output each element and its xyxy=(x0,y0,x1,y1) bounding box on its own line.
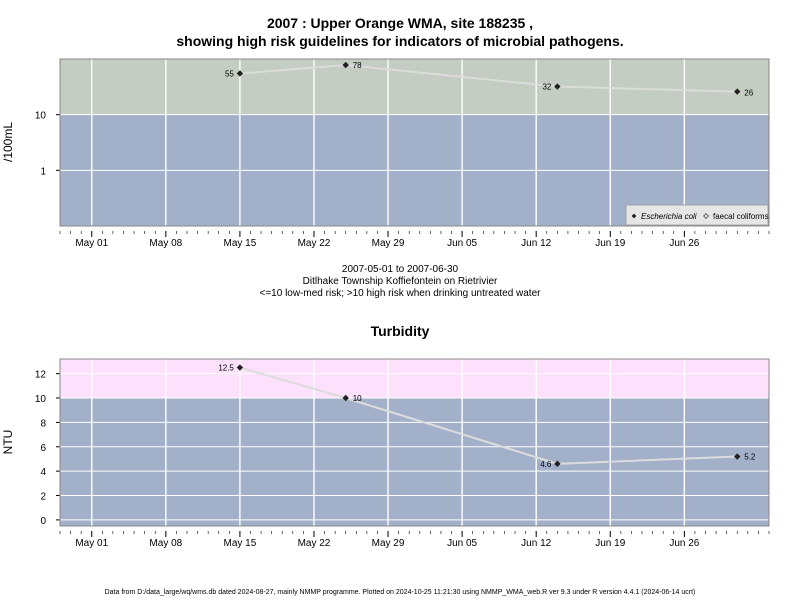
turbidity-y-tick-label: 4 xyxy=(40,467,46,478)
ecoli-x-tick-label: May 29 xyxy=(372,238,405,249)
legend-box xyxy=(625,204,769,226)
ecoli-point-label: 26 xyxy=(744,89,753,98)
ecoli-x-tick-label: May 15 xyxy=(223,238,256,249)
ecoli-data-point xyxy=(734,88,741,95)
turbidity-y-tick-label: 10 xyxy=(35,394,47,405)
turbidity-point-label: 12.5 xyxy=(218,364,234,373)
turbidity-x-tick-label: Jun 05 xyxy=(447,538,477,549)
ecoli-x-tick-label: May 01 xyxy=(75,238,108,249)
legend-marker-faecal xyxy=(703,213,709,219)
turbidity-x-tick-label: May 01 xyxy=(75,538,108,549)
ecoli-data-point xyxy=(554,83,561,90)
ecoli-data-point xyxy=(342,61,349,69)
turbidity-data-point xyxy=(236,364,244,371)
turbidity-x-tick-label: Jun 19 xyxy=(595,538,625,549)
site-info: 2007-05-01 to 2007-06-30 Ditlhake Townsh… xyxy=(0,264,800,300)
turbidity-panel-frame xyxy=(59,358,770,527)
ecoli-point-label: 32 xyxy=(542,83,551,92)
ecoli-series-line xyxy=(239,64,738,93)
footer-note: Data from D:/data_large/wq/wms.db dated … xyxy=(104,589,696,596)
ecoli-point-label: 55 xyxy=(225,69,234,78)
ecoli-y-tick-label: 10 xyxy=(35,111,47,122)
turbidity-x-tick-label: Jun 26 xyxy=(669,538,699,549)
ecoli-data-point xyxy=(236,70,244,77)
legend-label: Escherichia coli xyxy=(641,212,697,221)
chart-title: 2007 : Upper Orange WMA, site 188235 , s… xyxy=(0,14,800,50)
chart-title-line1: 2007 : Upper Orange WMA, site 188235 , xyxy=(266,15,534,31)
turbidity-data-point xyxy=(554,460,561,468)
turbidity-point-label: 4.6 xyxy=(540,460,552,469)
ecoli-y-tick-label: 1 xyxy=(40,166,46,177)
legend-marker-ecoli xyxy=(631,213,637,219)
turbidity-series-line xyxy=(239,366,738,465)
turbidity-y-tick-label: 0 xyxy=(40,516,46,527)
ecoli-x-tick-label: May 08 xyxy=(149,238,182,249)
turbidity-x-tick-label: May 15 xyxy=(223,538,256,549)
legend-label: faecal coliforms xyxy=(713,212,769,221)
turbidity-x-tick-label: May 22 xyxy=(298,538,331,549)
date-range: 2007-05-01 to 2007-06-30 xyxy=(341,264,459,275)
turbidity-data-point xyxy=(734,453,741,460)
turbidity-point-label: 5.2 xyxy=(744,453,756,462)
ecoli-x-tick-label: Jun 26 xyxy=(669,238,699,249)
ecoli-x-tick-label: Jun 12 xyxy=(521,238,551,249)
ecoli-x-tick-label: Jun 05 xyxy=(447,238,477,249)
ecoli-y-axis-label: /100mL xyxy=(1,122,15,162)
turbidity-title: Turbidity xyxy=(370,323,430,339)
turbidity-point-label: 10 xyxy=(353,394,362,403)
site-name: Ditlhake Township Koffiefontein on Rietr… xyxy=(302,276,498,287)
turbidity-x-tick-label: Jun 12 xyxy=(521,538,551,549)
ecoli-point-label: 78 xyxy=(353,61,362,70)
guideline-note: <=10 low-med risk; >10 high risk when dr… xyxy=(259,288,541,299)
chart-title-line2: showing high risk guidelines for indicat… xyxy=(176,33,624,49)
turbidity-y-axis-label: NTU xyxy=(1,430,15,455)
turbidity-y-tick-label: 12 xyxy=(35,370,47,381)
turbidity-y-tick-label: 8 xyxy=(40,418,46,429)
turbidity-y-tick-label: 2 xyxy=(40,492,46,503)
ecoli-panel-frame xyxy=(59,58,770,227)
turbidity-x-tick-label: May 29 xyxy=(372,538,405,549)
turbidity-x-tick-label: May 08 xyxy=(149,538,182,549)
turbidity-y-tick-label: 6 xyxy=(40,443,46,454)
ecoli-high-risk-zone xyxy=(60,59,769,115)
turbidity-data-point xyxy=(342,394,349,402)
ecoli-x-tick-label: Jun 19 xyxy=(595,238,625,249)
turbidity-high-risk-zone xyxy=(60,359,769,399)
ecoli-x-tick-label: May 22 xyxy=(298,238,331,249)
